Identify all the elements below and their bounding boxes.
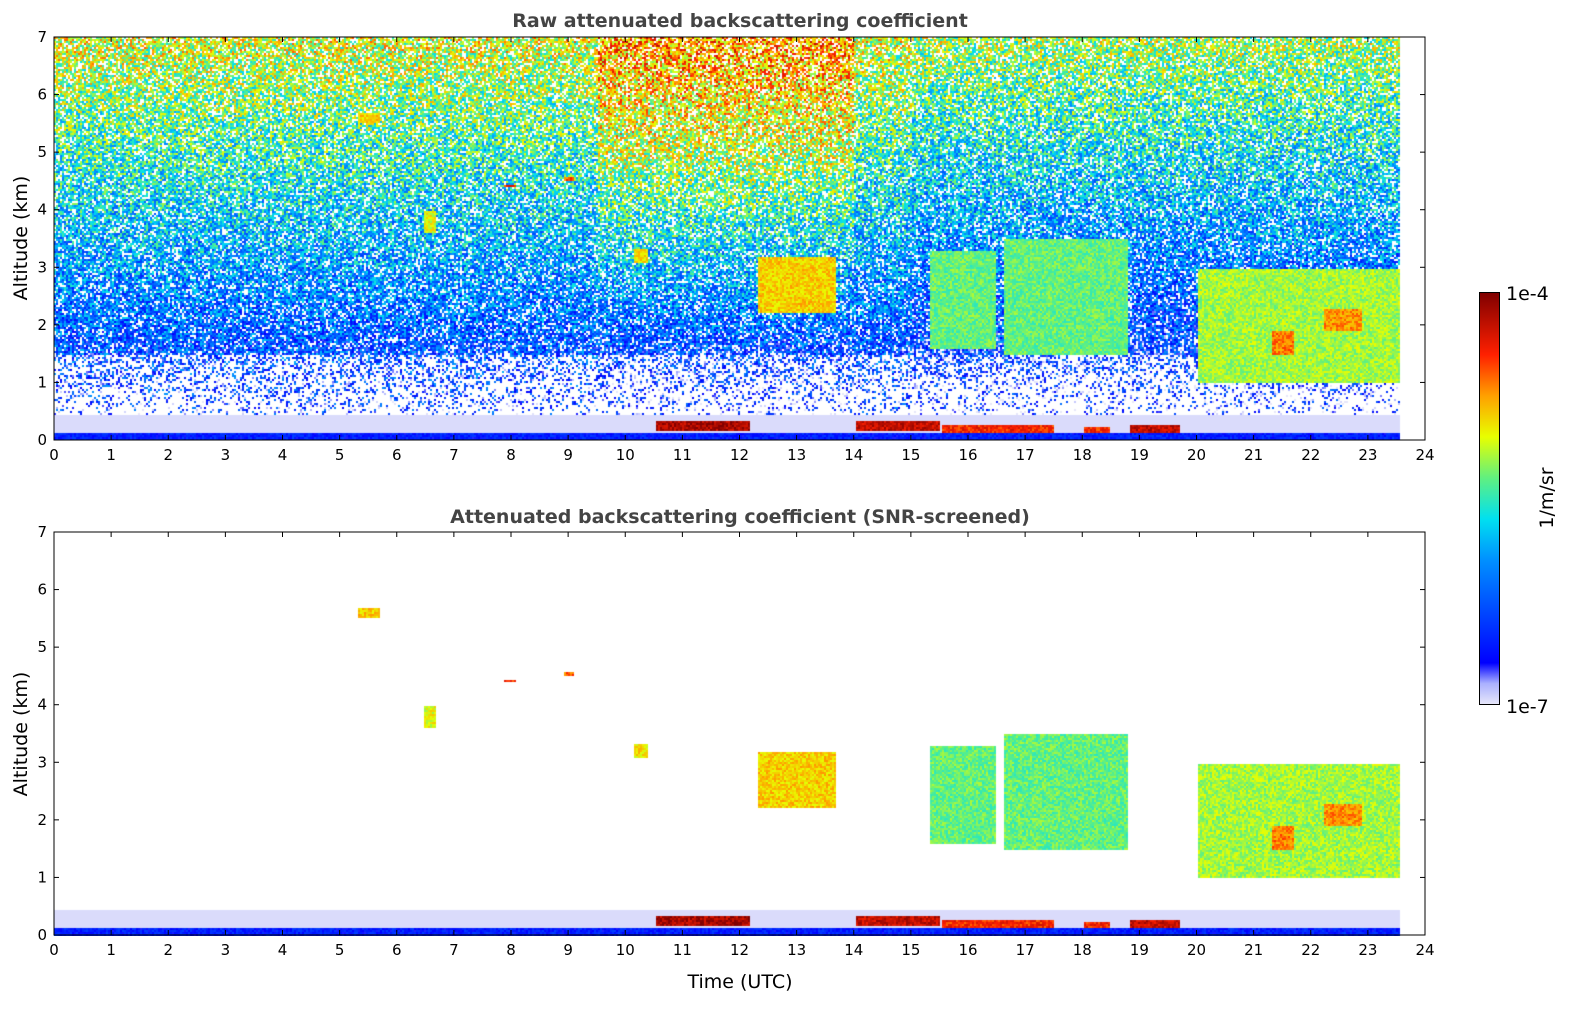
x-tick-label: 23	[1358, 941, 1377, 959]
x-tick-label: 17	[1016, 446, 1035, 464]
x-tick-label: 13	[787, 446, 806, 464]
x-tick-label: 14	[844, 941, 863, 959]
colorbar-max-label: 1e-4	[1506, 283, 1549, 305]
y-tick-label: 6	[37, 86, 47, 104]
x-tick-label: 19	[1130, 941, 1149, 959]
y-tick-label: 5	[37, 143, 47, 161]
x-tick-label: 9	[563, 941, 573, 959]
x-tick-label: 16	[958, 446, 977, 464]
x-tick-label: 24	[1415, 941, 1434, 959]
y-tick-label: 7	[37, 523, 47, 541]
y-tick-label: 4	[37, 696, 47, 714]
x-tick-label: 18	[1073, 941, 1092, 959]
x-tick-label: 20	[1187, 446, 1206, 464]
y-tick-label: 1	[37, 868, 47, 886]
x-tick-label: 12	[730, 446, 749, 464]
x-tick-label: 12	[730, 941, 749, 959]
y-axis-label-raw: Altitude (km)	[10, 176, 32, 301]
x-tick-label: 11	[673, 446, 692, 464]
x-tick-label: 1	[106, 941, 116, 959]
y-tick-label: 6	[37, 581, 47, 599]
y-tick-label: 7	[37, 28, 47, 46]
plot-frame	[53, 36, 1426, 441]
x-tick-label: 7	[449, 941, 459, 959]
y-tick-label: 0	[37, 926, 47, 944]
y-tick-label: 1	[37, 373, 47, 391]
x-tick-label: 8	[506, 941, 516, 959]
x-tick-label: 3	[221, 941, 231, 959]
x-tick-label: 4	[278, 941, 288, 959]
x-tick-label: 22	[1301, 941, 1320, 959]
colorbar-min-label: 1e-7	[1506, 696, 1549, 718]
x-tick-label: 1	[106, 446, 116, 464]
y-tick-label: 3	[37, 258, 47, 276]
chart-title-raw: Raw attenuated backscattering coefficien…	[512, 10, 968, 32]
x-tick-label: 17	[1016, 941, 1035, 959]
colorbar	[1479, 292, 1500, 705]
y-tick-label: 0	[37, 431, 47, 449]
x-tick-label: 0	[49, 446, 59, 464]
x-tick-label: 16	[958, 941, 977, 959]
x-tick-label: 22	[1301, 446, 1320, 464]
x-tick-label: 19	[1130, 446, 1149, 464]
colorbar-label: 1/m/sr	[1536, 467, 1558, 528]
x-tick-label: 10	[616, 941, 635, 959]
x-tick-label: 18	[1073, 446, 1092, 464]
x-tick-label: 14	[844, 446, 863, 464]
screened-heatmap	[54, 532, 1425, 936]
x-tick-label: 11	[673, 941, 692, 959]
x-tick-label: 21	[1244, 446, 1263, 464]
x-tick-label: 24	[1415, 446, 1434, 464]
x-tick-label: 21	[1244, 941, 1263, 959]
x-tick-label: 2	[163, 941, 173, 959]
y-tick-label: 2	[37, 316, 47, 334]
x-tick-label: 6	[392, 941, 402, 959]
x-tick-label: 6	[392, 446, 402, 464]
x-tick-label: 3	[221, 446, 231, 464]
x-tick-label: 0	[49, 941, 59, 959]
x-tick-label: 15	[901, 941, 920, 959]
x-tick-label: 15	[901, 446, 920, 464]
x-tick-label: 7	[449, 446, 459, 464]
y-tick-label: 4	[37, 201, 47, 219]
plot-frame	[53, 531, 1426, 936]
x-tick-label: 5	[335, 941, 345, 959]
y-tick-label: 2	[37, 811, 47, 829]
x-tick-label: 10	[616, 446, 635, 464]
x-tick-label: 20	[1187, 941, 1206, 959]
x-tick-label: 2	[163, 446, 173, 464]
x-axis-label: Time (UTC)	[686, 971, 792, 993]
y-tick-label: 5	[37, 638, 47, 656]
x-tick-label: 5	[335, 446, 345, 464]
raw-heatmap	[54, 37, 1425, 440]
x-tick-label: 9	[563, 446, 573, 464]
x-tick-label: 23	[1358, 446, 1377, 464]
x-tick-label: 4	[278, 446, 288, 464]
chart-title-screened: Attenuated backscattering coefficient (S…	[450, 506, 1030, 528]
x-tick-label: 8	[506, 446, 516, 464]
y-tick-label: 3	[37, 753, 47, 771]
y-axis-label-screened: Altitude (km)	[10, 672, 32, 797]
x-tick-label: 13	[787, 941, 806, 959]
